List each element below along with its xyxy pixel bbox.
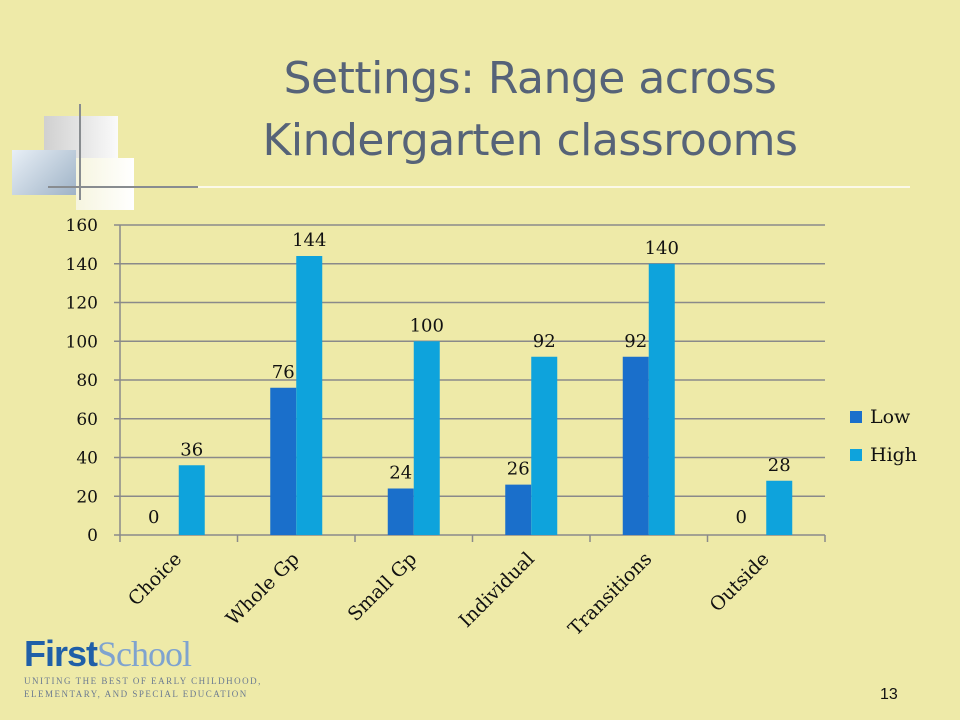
bar-high (648, 263, 675, 535)
bar-low (505, 484, 532, 535)
data-label-low: 92 (624, 331, 647, 352)
legend-label-high: High (870, 444, 917, 466)
logo-first: First (24, 633, 98, 674)
y-tick-label: 0 (87, 526, 98, 546)
bar-high (531, 356, 558, 535)
logo-tagline-1: UNITING THE BEST OF EARLY CHILDHOOD, (24, 676, 262, 686)
x-category-label: Small Gp (344, 548, 422, 626)
bar-low (622, 356, 649, 535)
firstschool-logo: FirstSchool UNITING THE BEST OF EARLY CH… (24, 634, 262, 700)
data-label-high: 36 (180, 439, 203, 460)
data-label-high: 28 (768, 455, 791, 476)
data-label-low: 26 (507, 459, 530, 480)
bar-high (178, 465, 205, 535)
legend-label-low: Low (870, 406, 911, 428)
y-tick-label: 20 (76, 487, 98, 507)
data-label-high: 100 (410, 315, 444, 336)
x-category-label: Transitions (564, 548, 656, 640)
page-number: 13 (880, 686, 898, 703)
y-tick-label: 40 (76, 449, 98, 469)
decorative-square-cream (76, 158, 134, 210)
title-rule (48, 186, 910, 188)
decorative-vertical-line (79, 104, 81, 200)
bar-high (766, 480, 793, 535)
x-category-label: Whole Gp (222, 548, 304, 630)
y-tick-label: 140 (66, 255, 98, 275)
data-label-high: 144 (292, 230, 326, 251)
x-category-label: Outside (705, 548, 773, 616)
y-tick-label: 80 (76, 371, 98, 391)
logo-tagline-2: ELEMENTARY, AND SPECIAL EDUCATION (24, 689, 248, 699)
data-label-low: 76 (272, 362, 295, 383)
logo-wordmark: FirstSchool (24, 633, 262, 675)
logo-school: School (97, 634, 192, 674)
y-tick-label: 160 (66, 216, 98, 236)
data-label-low: 24 (389, 463, 412, 484)
data-label-low: 0 (736, 507, 747, 528)
data-label-high: 92 (533, 331, 556, 352)
title-line-2: Kindergarten classrooms (262, 115, 798, 166)
bar-high (296, 256, 323, 535)
slide-title: Settings: Range across Kindergarten clas… (200, 48, 860, 172)
x-category-label: Choice (124, 548, 186, 610)
bar-low (270, 387, 297, 535)
bar-low (387, 488, 414, 535)
legend-swatch-high (850, 449, 862, 461)
y-tick-label: 60 (76, 410, 98, 430)
data-label-high: 140 (645, 238, 679, 259)
x-category-label: Individual (455, 548, 539, 632)
decorative-horizontal-line (48, 186, 198, 188)
data-label-low: 0 (148, 507, 159, 528)
legend-swatch-low (850, 411, 862, 423)
y-tick-label: 100 (66, 332, 98, 352)
bar-high (413, 341, 440, 535)
y-tick-label: 120 (66, 294, 98, 314)
title-line-1: Settings: Range across (283, 53, 777, 104)
